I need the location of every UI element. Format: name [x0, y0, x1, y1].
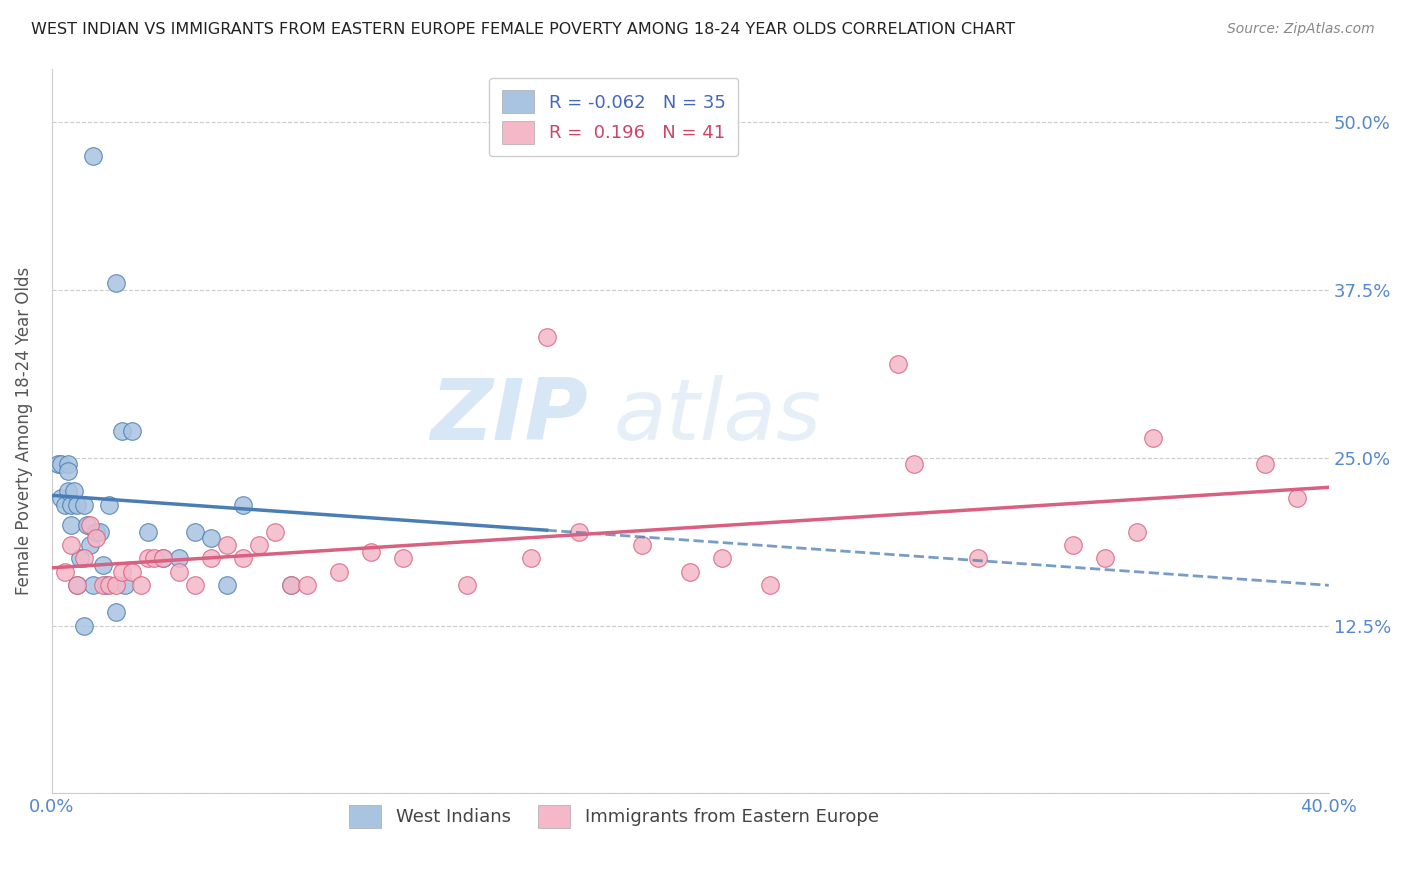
Point — [86, 524, 108, 539]
Point — [184, 578, 207, 592]
Point — [76, 517, 98, 532]
Point — [98, 578, 121, 592]
Point — [59, 538, 82, 552]
Point — [104, 605, 127, 619]
Point — [200, 551, 222, 566]
Point — [66, 578, 89, 592]
Point — [66, 578, 89, 592]
Point — [136, 524, 159, 539]
Point — [51, 491, 73, 505]
Point — [79, 538, 101, 552]
Legend: West Indians, Immigrants from Eastern Europe: West Indians, Immigrants from Eastern Eu… — [342, 797, 886, 835]
Point — [567, 524, 589, 539]
Point — [759, 578, 782, 592]
Point — [1126, 524, 1149, 539]
Point — [104, 277, 127, 291]
Point — [114, 578, 136, 592]
Point — [82, 149, 104, 163]
Point — [887, 357, 910, 371]
Text: WEST INDIAN VS IMMIGRANTS FROM EASTERN EUROPE FEMALE POVERTY AMONG 18-24 YEAR OL: WEST INDIAN VS IMMIGRANTS FROM EASTERN E… — [31, 22, 1015, 37]
Point — [217, 538, 239, 552]
Point — [1254, 458, 1277, 472]
Point — [89, 524, 111, 539]
Point — [121, 565, 143, 579]
Point — [217, 578, 239, 592]
Point — [169, 565, 191, 579]
Point — [136, 551, 159, 566]
Point — [169, 551, 191, 566]
Point — [56, 464, 79, 478]
Point — [536, 330, 558, 344]
Point — [152, 551, 174, 566]
Point — [966, 551, 988, 566]
Point — [121, 424, 143, 438]
Point — [73, 498, 96, 512]
Point — [200, 531, 222, 545]
Point — [63, 484, 86, 499]
Point — [98, 498, 121, 512]
Point — [129, 578, 152, 592]
Point — [264, 524, 287, 539]
Point — [73, 551, 96, 566]
Point — [94, 578, 117, 592]
Point — [51, 458, 73, 472]
Point — [104, 578, 127, 592]
Point — [456, 578, 478, 592]
Point — [59, 498, 82, 512]
Point — [184, 524, 207, 539]
Point — [360, 545, 382, 559]
Point — [79, 517, 101, 532]
Point — [280, 578, 302, 592]
Point — [91, 558, 114, 573]
Point — [111, 565, 134, 579]
Point — [91, 578, 114, 592]
Text: Source: ZipAtlas.com: Source: ZipAtlas.com — [1227, 22, 1375, 37]
Point — [1094, 551, 1116, 566]
Point — [328, 565, 350, 579]
Point — [1142, 431, 1164, 445]
Y-axis label: Female Poverty Among 18-24 Year Olds: Female Poverty Among 18-24 Year Olds — [15, 267, 32, 595]
Point — [142, 551, 165, 566]
Point — [519, 551, 541, 566]
Text: ZIP: ZIP — [430, 375, 588, 458]
Point — [631, 538, 654, 552]
Point — [86, 531, 108, 545]
Point — [56, 484, 79, 499]
Point — [280, 578, 302, 592]
Point — [111, 424, 134, 438]
Point — [903, 458, 925, 472]
Point — [1062, 538, 1084, 552]
Point — [69, 551, 91, 566]
Point — [66, 498, 89, 512]
Point — [295, 578, 318, 592]
Point — [247, 538, 270, 552]
Point — [59, 517, 82, 532]
Point — [152, 551, 174, 566]
Point — [53, 565, 76, 579]
Point — [232, 551, 254, 566]
Point — [1285, 491, 1308, 505]
Point — [56, 458, 79, 472]
Point — [679, 565, 702, 579]
Point — [711, 551, 734, 566]
Point — [46, 458, 69, 472]
Point — [392, 551, 415, 566]
Point — [73, 618, 96, 632]
Text: atlas: atlas — [613, 375, 821, 458]
Point — [53, 498, 76, 512]
Point — [232, 498, 254, 512]
Point — [82, 578, 104, 592]
